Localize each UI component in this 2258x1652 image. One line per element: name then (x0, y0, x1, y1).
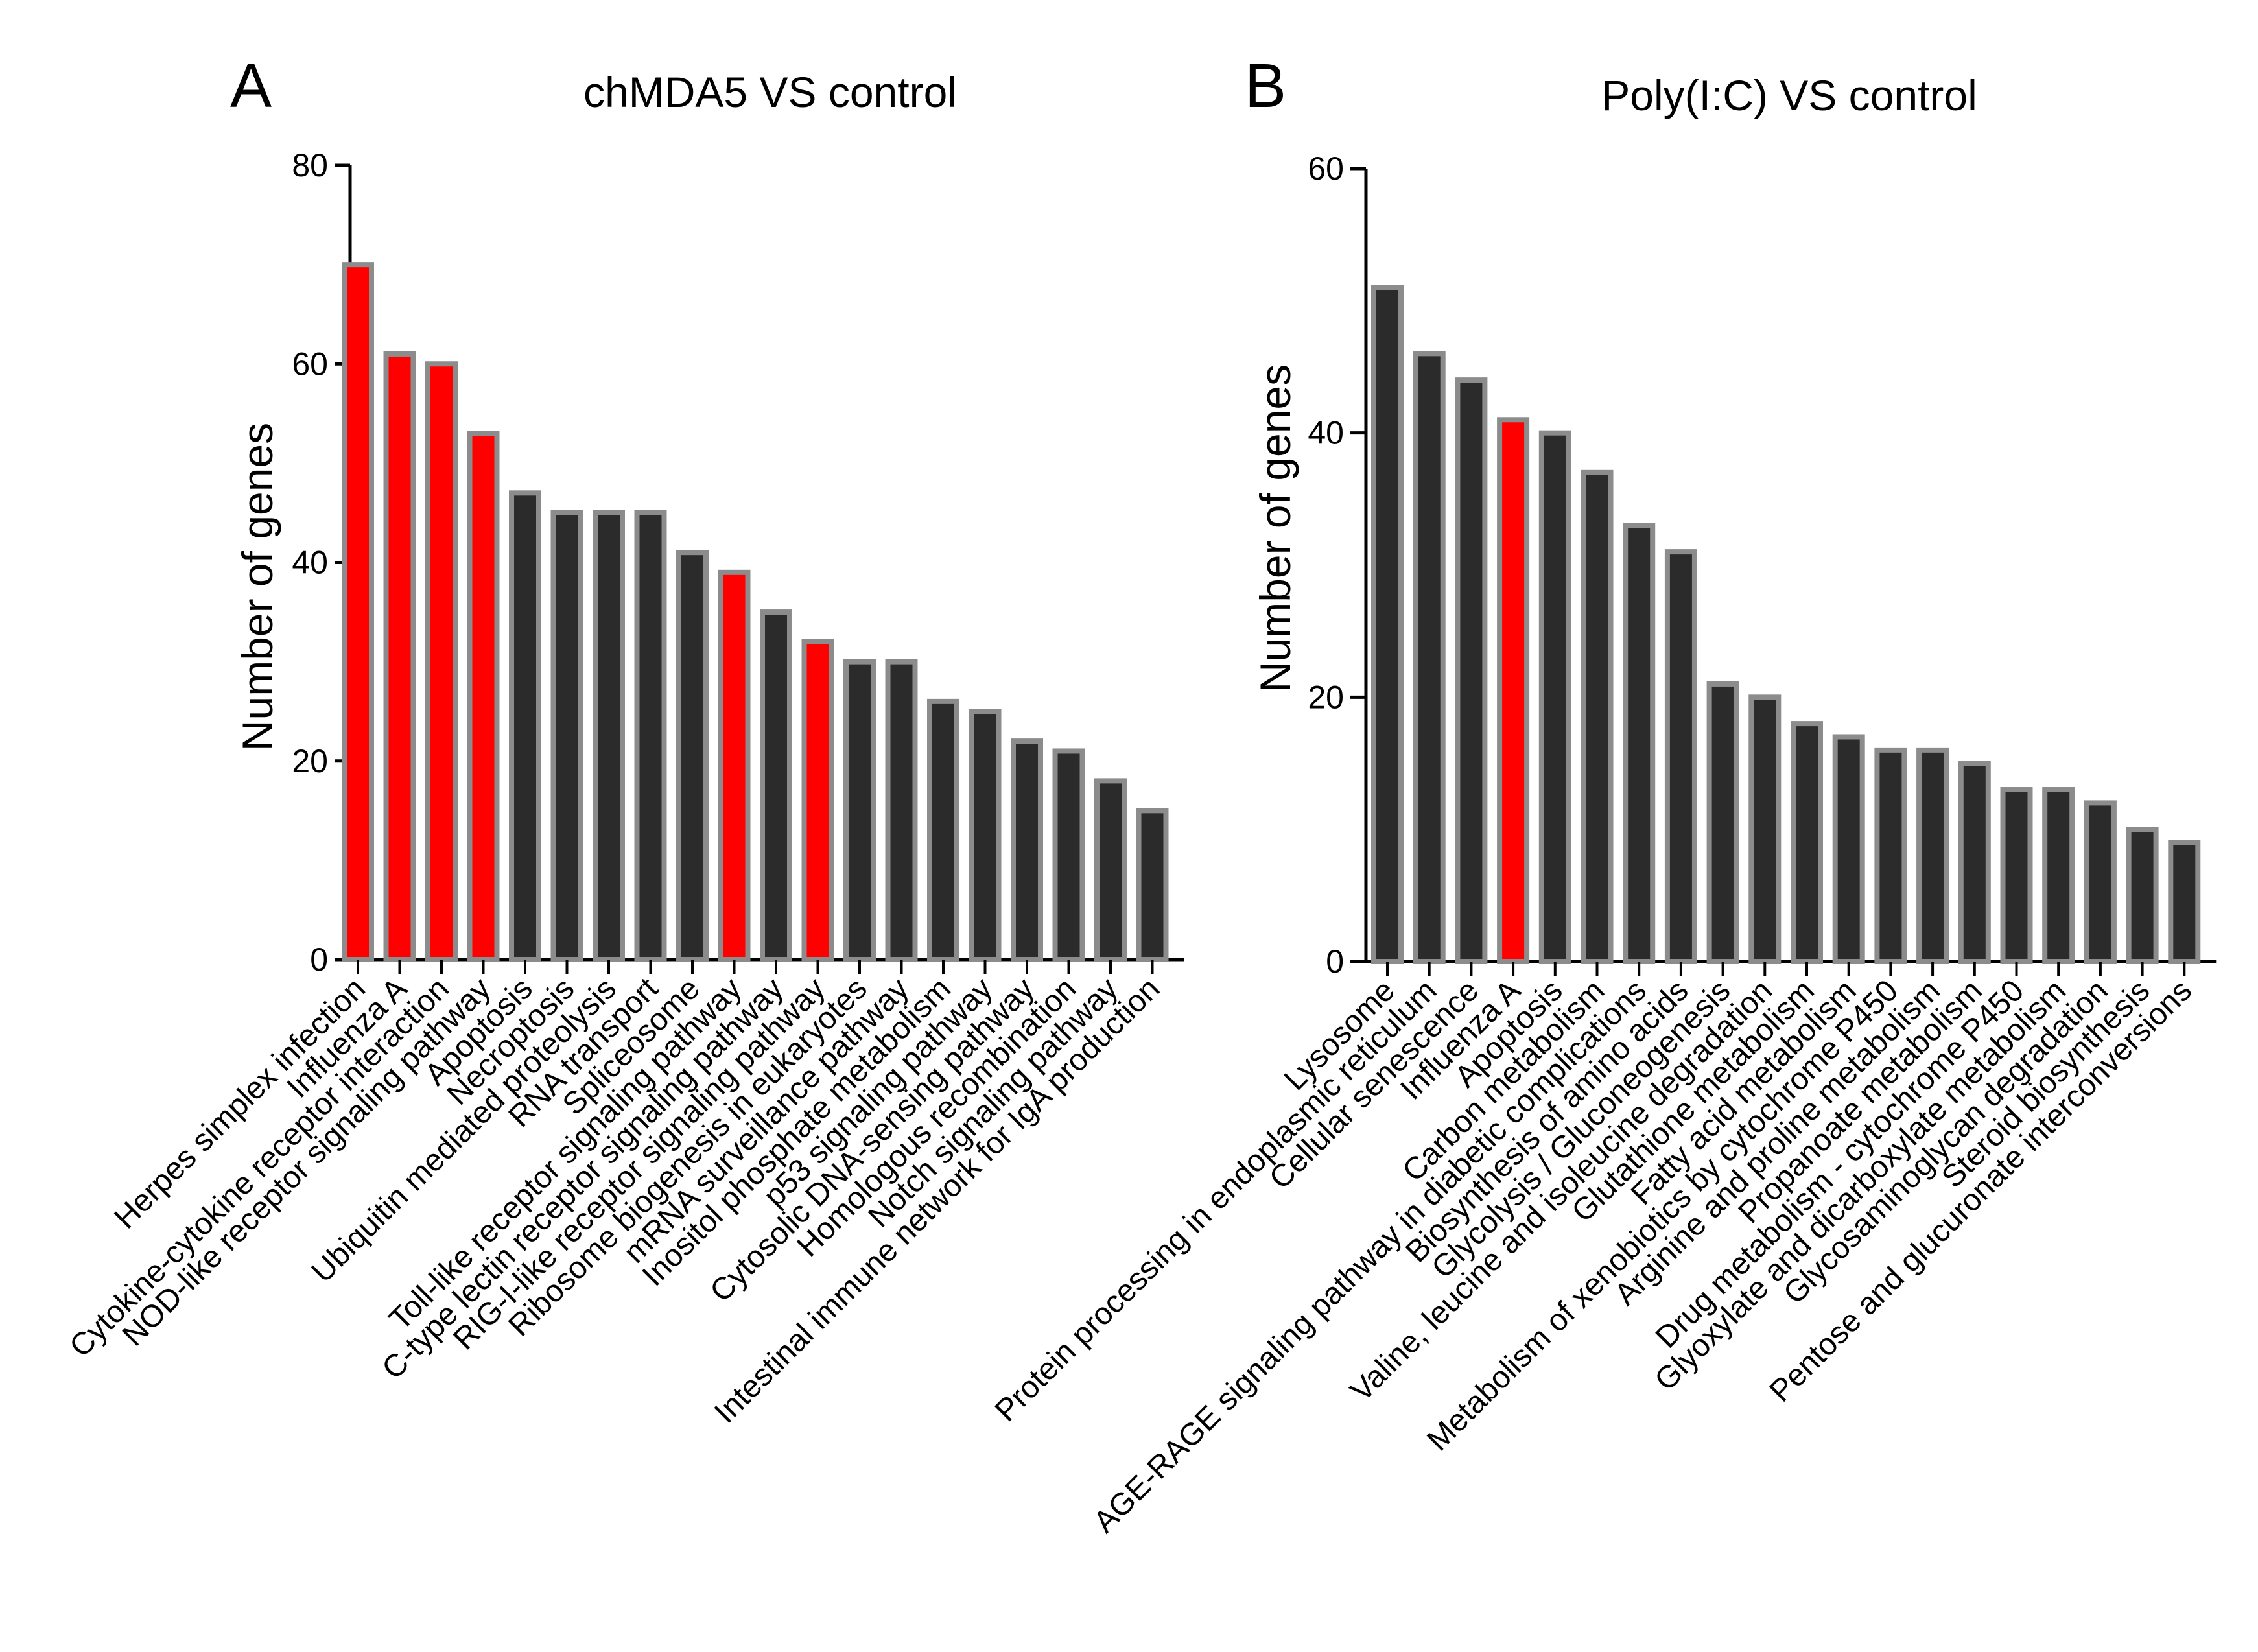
bar (718, 569, 751, 962)
bar (1052, 748, 1085, 962)
panel-a-letter: A (230, 51, 272, 121)
panel-a-chart: A chMDA5 VS control Number of genes 0 20 4… (63, 51, 1184, 1430)
bar (760, 609, 792, 962)
panel-a-title: chMDA5 VS control (583, 68, 957, 116)
bar (1497, 417, 1530, 964)
bar (1958, 761, 1991, 964)
bar (1011, 738, 1043, 962)
bar (885, 659, 918, 962)
bar (1623, 523, 1656, 964)
bar (1455, 377, 1488, 964)
y-tick-label: 60 (292, 346, 328, 382)
bar (1916, 747, 1949, 965)
bar (676, 550, 709, 962)
bar (2126, 827, 2159, 964)
bar (1706, 681, 1739, 964)
bar (1832, 734, 1865, 964)
y-tick-label: 20 (292, 743, 328, 779)
bar (2168, 840, 2201, 965)
bar (634, 510, 667, 962)
bar (969, 709, 1002, 962)
y-tick-label: 60 (1308, 150, 1344, 187)
bar (1581, 469, 1614, 964)
y-tick-label: 40 (292, 545, 328, 581)
bar (1538, 430, 1571, 964)
y-tick-label: 80 (292, 147, 328, 183)
bar (1748, 694, 1782, 965)
bar (2084, 800, 2117, 965)
bar (2042, 787, 2075, 965)
bar (843, 659, 876, 962)
panel-b-letter: B (1245, 51, 1286, 121)
bar (1371, 285, 1404, 965)
panel-b-title: Poly(I:C) VS control (1601, 71, 1977, 119)
bar (425, 361, 458, 962)
bar (1664, 549, 1697, 964)
bar (383, 351, 416, 962)
bar (1791, 721, 1823, 964)
panel-b-bars (1371, 285, 2201, 965)
y-tick-label: 0 (310, 941, 328, 978)
bar (1136, 808, 1169, 962)
bar (801, 639, 834, 962)
panel-a-y-ticks: 0 20 40 60 80 (292, 147, 350, 978)
bar (927, 698, 959, 962)
bar (550, 510, 583, 962)
bar (342, 262, 374, 962)
bar (509, 490, 541, 962)
panel-a-y-axis-label: Number of genes (233, 423, 281, 751)
bar (2000, 787, 2033, 965)
panel-a-bars (342, 262, 1169, 962)
panel-b-y-ticks: 0 20 40 60 (1308, 150, 1366, 980)
bar (1094, 778, 1127, 962)
y-tick-label: 0 (1326, 943, 1344, 980)
bar (593, 510, 625, 962)
bar (467, 431, 500, 962)
bar (1874, 747, 1907, 965)
panel-b-chart: B Poly(I:C) VS control Number of genes 0… (989, 51, 2217, 1540)
y-tick-label: 40 (1308, 415, 1344, 451)
bar (1413, 351, 1446, 964)
panel-b-y-axis-label: Number of genes (1251, 364, 1299, 692)
y-tick-label: 20 (1308, 679, 1344, 715)
